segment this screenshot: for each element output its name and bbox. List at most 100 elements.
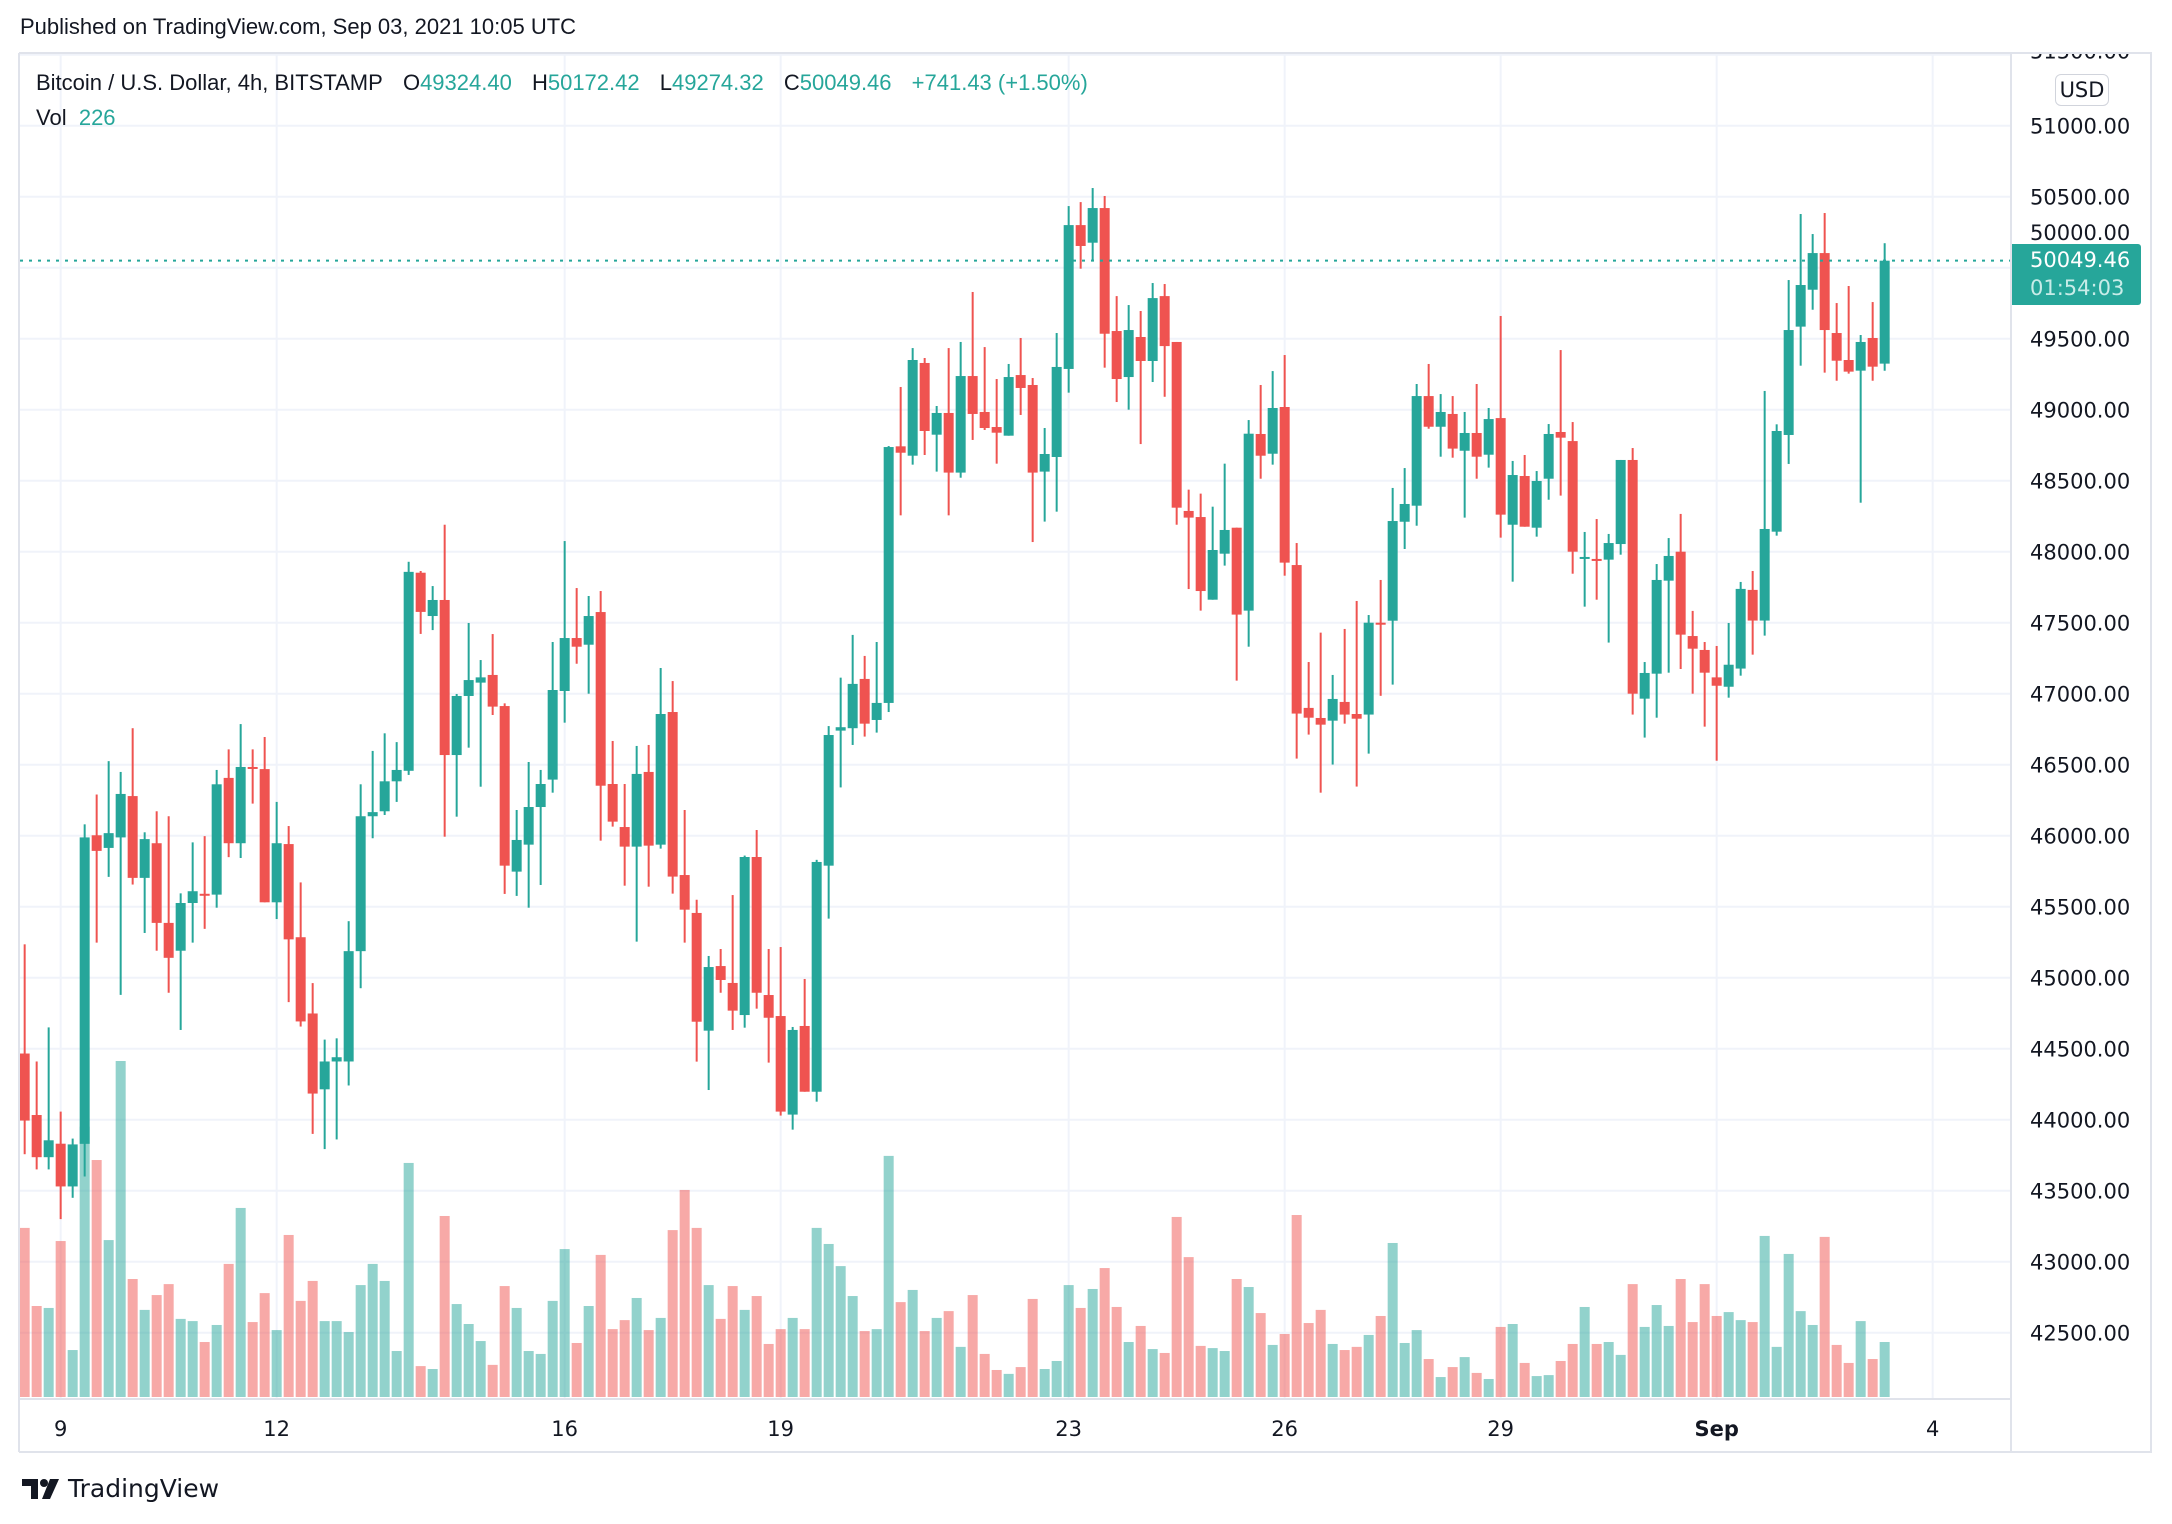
volume-bar: [235, 1207, 246, 1397]
tradingview-logo[interactable]: TradingView: [22, 1474, 219, 1503]
candle-body: [1195, 517, 1206, 592]
candle-body: [55, 1143, 66, 1187]
candle: [475, 660, 486, 787]
price-tick-label: 47500.00: [2030, 612, 2130, 636]
candle-body: [523, 807, 534, 845]
candle-body: [943, 412, 954, 473]
candle-body: [1243, 433, 1254, 611]
last-price-value: 50049.46: [2030, 248, 2131, 272]
candle: [667, 681, 678, 894]
candle: [1051, 333, 1062, 512]
candle-body: [1447, 413, 1458, 449]
volume-bar: [907, 1289, 918, 1397]
candle-body: [151, 843, 162, 923]
open-value: 49324.40: [420, 70, 512, 95]
candle-body: [1003, 377, 1014, 436]
candle-body: [883, 447, 894, 703]
candle: [1351, 600, 1362, 787]
currency-button[interactable]: USD: [2055, 74, 2109, 106]
candle-body: [1063, 225, 1074, 369]
volume-bar: [391, 1351, 402, 1397]
candle-body: [115, 793, 126, 838]
price-tick-label: 44500.00: [2030, 1038, 2130, 1062]
candle-wick: [1715, 645, 1718, 761]
candle: [1171, 341, 1182, 525]
candle: [463, 622, 474, 748]
candle-body: [631, 773, 642, 847]
candle: [979, 347, 990, 431]
candle: [1711, 645, 1722, 761]
candle: [1531, 471, 1542, 537]
candle-wick: [335, 1038, 338, 1140]
candle: [391, 742, 402, 802]
volume-bar: [619, 1320, 630, 1397]
candle-wick: [167, 816, 170, 993]
candle-body: [20, 1053, 30, 1121]
candle-body: [1255, 433, 1266, 456]
candle-body: [1399, 503, 1410, 522]
volume-bar: [20, 1227, 30, 1397]
volume-bar: [1375, 1315, 1386, 1397]
volume-bar: [967, 1295, 978, 1397]
candle: [1663, 538, 1674, 673]
candle-body: [439, 599, 450, 756]
candle-body: [1567, 441, 1578, 552]
candle-body: [235, 766, 246, 844]
candle-body: [811, 861, 822, 1092]
volume-bar: [583, 1306, 594, 1397]
price-axis[interactable]: 51500.00 51000.00 50500.00 50000.00 49500.00…: [2030, 40, 2130, 1346]
price-tick-label: 43500.00: [2030, 1180, 2130, 1204]
candle-body: [1543, 433, 1554, 479]
candle-body: [1171, 341, 1182, 508]
time-axis[interactable]: 9 12 16 19 23 26 29 Sep 4: [54, 1417, 1939, 1441]
candle: [775, 947, 786, 1116]
candle-body: [1615, 459, 1626, 545]
volume-bar: [799, 1329, 810, 1397]
candle: [487, 634, 498, 715]
volume-bar: [1687, 1322, 1698, 1397]
candle-body: [1687, 636, 1698, 649]
candle: [1819, 213, 1830, 373]
volume-bar: [307, 1280, 318, 1397]
candle-wick: [1379, 579, 1382, 696]
price-tick-label: 45500.00: [2030, 896, 2130, 920]
candle: [1807, 234, 1818, 310]
candle-body: [1507, 475, 1518, 525]
candle-body: [1879, 260, 1890, 364]
candle-body: [1723, 664, 1734, 687]
candle-wick: [1463, 411, 1466, 518]
close-value: 50049.46: [799, 70, 892, 95]
candle: [1759, 390, 1770, 636]
candle-wick: [143, 832, 146, 933]
volume-bar: [103, 1240, 114, 1397]
candle-body: [1735, 588, 1746, 669]
candle: [631, 745, 642, 942]
candle-body: [103, 833, 114, 848]
volume-bar: [1783, 1253, 1794, 1397]
candle: [43, 1027, 54, 1170]
volume-bar: [427, 1369, 438, 1397]
volume-bar: [367, 1263, 378, 1397]
candle: [211, 769, 222, 908]
volume-bar: [127, 1278, 138, 1397]
candle-body: [415, 572, 426, 612]
volume-series: [20, 1061, 1890, 1397]
candle-wick: [1859, 335, 1862, 503]
candle-body: [931, 412, 942, 435]
volume-bar: [415, 1366, 426, 1397]
candle-body: [31, 1115, 42, 1158]
chart-frame: [18, 52, 2152, 1453]
candle-body: [427, 599, 438, 617]
candle-body: [1411, 396, 1422, 506]
candle: [1231, 527, 1242, 681]
candle-wick: [1763, 390, 1766, 636]
candle-body: [247, 766, 258, 769]
volume-bar: [943, 1311, 954, 1397]
candle: [871, 642, 882, 733]
candle: [1519, 454, 1530, 527]
volume-bar: [1087, 1288, 1098, 1397]
grid: [20, 54, 2010, 1398]
candle: [295, 882, 306, 1027]
candle: [1687, 610, 1698, 694]
